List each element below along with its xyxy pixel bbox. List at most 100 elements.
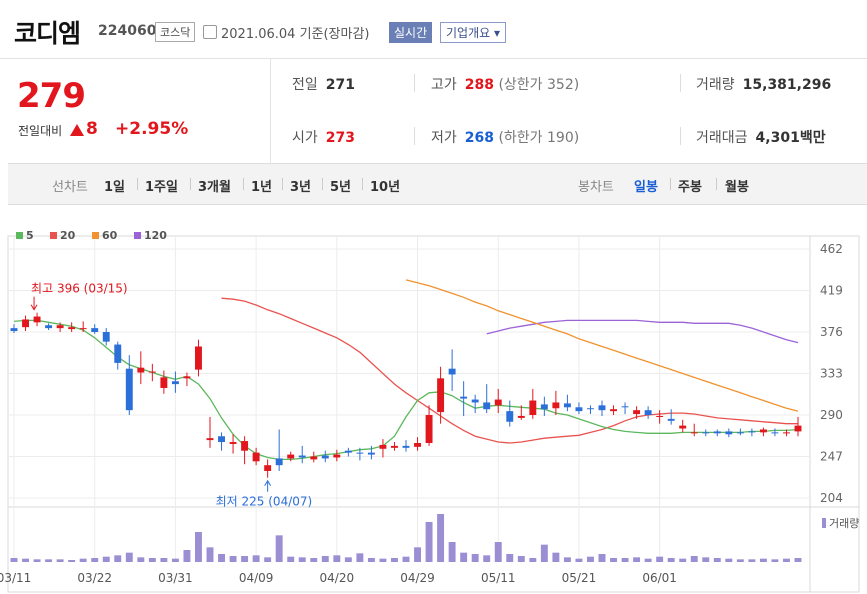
volume-bar: [414, 547, 421, 562]
line-chart-label: 선차트: [52, 180, 88, 195]
candle-body: [656, 415, 664, 417]
tab-3y[interactable]: 3년: [290, 180, 312, 195]
volume-bar: [114, 555, 122, 562]
volume-bar: [379, 558, 387, 562]
volume-bar: [633, 557, 641, 562]
tab-3m[interactable]: 3개월: [198, 180, 231, 195]
y-tick-label: 419: [820, 284, 843, 298]
volume-bar: [667, 558, 675, 562]
stock-code: 224060: [98, 23, 157, 39]
candlestick-chart: 462 419 376 333 290 247 204 03/11 03/22 03/31 04/0…: [0, 229, 860, 593]
volume-bar: [598, 554, 606, 562]
volume-bar: [471, 554, 479, 562]
tab-weekly[interactable]: 주봉: [678, 180, 702, 195]
candle-body: [471, 399, 479, 403]
candle-body: [621, 406, 629, 408]
corp-overview-dropdown[interactable]: 기업개요 ▾: [440, 22, 507, 43]
realtime-button[interactable]: 실시간: [389, 22, 433, 43]
candle-body: [529, 400, 537, 415]
y-tick-label: 204: [820, 491, 843, 505]
candle-body: [344, 450, 352, 453]
tab-5y[interactable]: 5년: [330, 180, 352, 195]
tab-10y[interactable]: 10년: [370, 180, 401, 195]
candle-body: [667, 418, 675, 421]
volume-bar: [264, 557, 272, 562]
tab-daily[interactable]: 일봉: [634, 180, 658, 195]
candle-body: [587, 408, 594, 410]
volume-bar: [68, 560, 76, 562]
volume-bar: [229, 556, 237, 562]
candle-body: [736, 432, 744, 434]
prev-close: 전일 271: [292, 74, 355, 94]
candle-body: [356, 452, 364, 454]
legend-swatch: [92, 232, 99, 239]
base-date: 2021.06.04 기준(장마감): [221, 27, 370, 42]
candle-body: [68, 327, 76, 330]
volume-bar: [137, 557, 145, 562]
candle-body: [79, 328, 87, 330]
candle-body: [218, 436, 225, 443]
candle-body: [460, 396, 468, 399]
candle-body: [264, 465, 272, 471]
divider: [190, 178, 191, 190]
candle-body: [690, 432, 698, 434]
candle-body: [287, 454, 295, 459]
candle-body: [379, 444, 387, 449]
up-triangle-icon: [70, 124, 84, 136]
divider: [362, 178, 363, 190]
volume-bar: [610, 558, 617, 562]
candle-body: [517, 415, 525, 418]
ma60-line: [405, 279, 799, 412]
volume-bar: [483, 555, 491, 562]
volume-bar: [460, 552, 468, 562]
candle-body: [483, 402, 491, 410]
volume-bar: [494, 542, 502, 562]
candle-body: [298, 455, 306, 458]
divider: [414, 127, 415, 145]
prev-value: 271: [325, 77, 355, 93]
candle-body: [437, 378, 445, 413]
x-tick-label: 06/01: [642, 571, 677, 585]
volume-bar: [183, 550, 191, 562]
tab-1d[interactable]: 1일: [104, 180, 126, 195]
legend-label: 120: [144, 229, 167, 242]
volume-bar: [621, 558, 629, 562]
tab-1y[interactable]: 1년: [251, 180, 273, 195]
chart-frame: [7, 235, 860, 593]
upper-limit: (상한가 352): [498, 77, 580, 93]
volume-bar: [356, 553, 364, 562]
volume-bar: [736, 559, 744, 562]
x-tick-label: 03/11: [0, 571, 31, 585]
volume-bar: [794, 558, 802, 562]
amount-value: 4,301: [755, 130, 800, 146]
legend-label: 5: [26, 229, 34, 242]
candle-body: [644, 410, 652, 415]
volume-value: 15,381,296: [742, 77, 832, 93]
volume-bar: [437, 514, 445, 562]
day-high: 고가 288 (상한가 352): [431, 74, 579, 94]
candle-body: [610, 409, 617, 412]
candle-body: [10, 328, 18, 332]
tab-monthly[interactable]: 월봉: [725, 180, 749, 195]
candle-body: [506, 411, 514, 422]
candle-body: [633, 410, 641, 415]
volume-bar: [22, 558, 29, 562]
candle-body: [333, 454, 341, 458]
ma20-line: [221, 297, 798, 444]
stock-header: 코디엠 224060 코스닥 2021.06.04 기준(장마감) 실시간 기업…: [0, 0, 867, 59]
divider: [243, 178, 244, 190]
candle-body: [783, 432, 790, 434]
y-tick-label: 247: [820, 450, 843, 464]
volume-bar: [725, 558, 733, 562]
volume-bar: [529, 558, 537, 562]
low-value: 268: [464, 130, 494, 146]
candle-body: [748, 431, 756, 433]
volume-bar: [148, 558, 156, 562]
divider: [670, 178, 671, 190]
volume-bar: [218, 554, 225, 562]
volume-bar: [275, 535, 283, 562]
volume-bar: [56, 559, 64, 562]
tab-1w[interactable]: 1주일: [145, 180, 178, 195]
x-tick-label: 04/20: [320, 571, 355, 585]
candle-body: [56, 325, 64, 329]
